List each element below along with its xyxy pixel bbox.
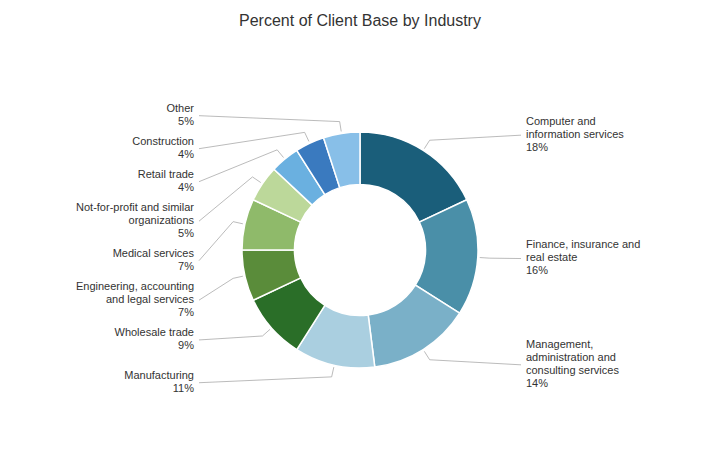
label-line: Computer and xyxy=(526,115,596,127)
label-line: Not-for-profit and similar xyxy=(76,201,194,213)
label-line: 5% xyxy=(178,227,194,239)
chart: Percent of Client Base by Industry Comput… xyxy=(0,0,720,453)
label-line: 4% xyxy=(178,181,194,193)
slice-label: Construction4% xyxy=(132,135,194,160)
label-line: 9% xyxy=(178,339,194,351)
slice-label: Wholesale trade9% xyxy=(115,326,195,351)
leader-line xyxy=(199,329,270,340)
label-line: Finance, insurance and xyxy=(526,238,640,250)
slice-label: Manufacturing11% xyxy=(124,369,194,394)
label-line: and legal services xyxy=(106,293,195,305)
label-line: consulting services xyxy=(526,364,619,376)
leader-line xyxy=(480,258,521,259)
leader-line xyxy=(199,276,243,300)
label-line: real estate xyxy=(526,251,577,263)
slice xyxy=(368,285,459,367)
slice xyxy=(324,132,360,188)
label-line: Management, xyxy=(526,338,593,350)
slice xyxy=(242,250,301,300)
label-line: organizations xyxy=(129,214,195,226)
leader-line xyxy=(199,222,243,261)
slice-label: Management,administration andconsulting … xyxy=(526,338,619,389)
label-line: 4% xyxy=(178,148,194,160)
label-line: 5% xyxy=(178,115,194,127)
leader-line xyxy=(199,116,341,132)
slice-label: Engineering, accountingand legal service… xyxy=(76,280,195,318)
leader-line xyxy=(199,150,284,182)
label-line: 14% xyxy=(526,377,548,389)
label-line: Retail trade xyxy=(138,168,194,180)
label-line: Engineering, accounting xyxy=(76,280,194,292)
donut xyxy=(242,132,478,368)
label-line: 11% xyxy=(173,382,194,394)
slice-label: Medical services7% xyxy=(113,247,195,272)
leader-line xyxy=(199,177,261,221)
label-line: Manufacturing xyxy=(124,369,194,381)
slice-label: Other5% xyxy=(166,102,194,127)
label-line: Construction xyxy=(132,135,194,147)
label-line: administration and xyxy=(526,351,616,363)
label-line: 18% xyxy=(526,141,548,153)
leader-line xyxy=(199,367,334,383)
slice-label: Not-for-profit and similarorganizations5… xyxy=(76,201,194,239)
label-line: Medical services xyxy=(113,247,195,259)
label-line: Wholesale trade xyxy=(115,326,195,338)
leader-lines xyxy=(199,116,521,383)
label-line: Other xyxy=(166,102,194,114)
label-line: information services xyxy=(526,128,624,140)
leader-line xyxy=(424,135,521,149)
label-line: 7% xyxy=(178,306,194,318)
leader-line xyxy=(199,132,309,148)
slice-label: Retail trade4% xyxy=(138,168,194,193)
leader-line xyxy=(424,351,521,365)
label-line: 16% xyxy=(526,264,548,276)
labels: Computer andinformation services18% Finan… xyxy=(76,102,640,394)
title: Percent of Client Base by Industry xyxy=(239,12,481,29)
label-line: 7% xyxy=(178,260,194,272)
slice-label: Finance, insurance andreal estate16% xyxy=(526,238,640,276)
slice-label: Computer andinformation services18% xyxy=(526,115,624,153)
